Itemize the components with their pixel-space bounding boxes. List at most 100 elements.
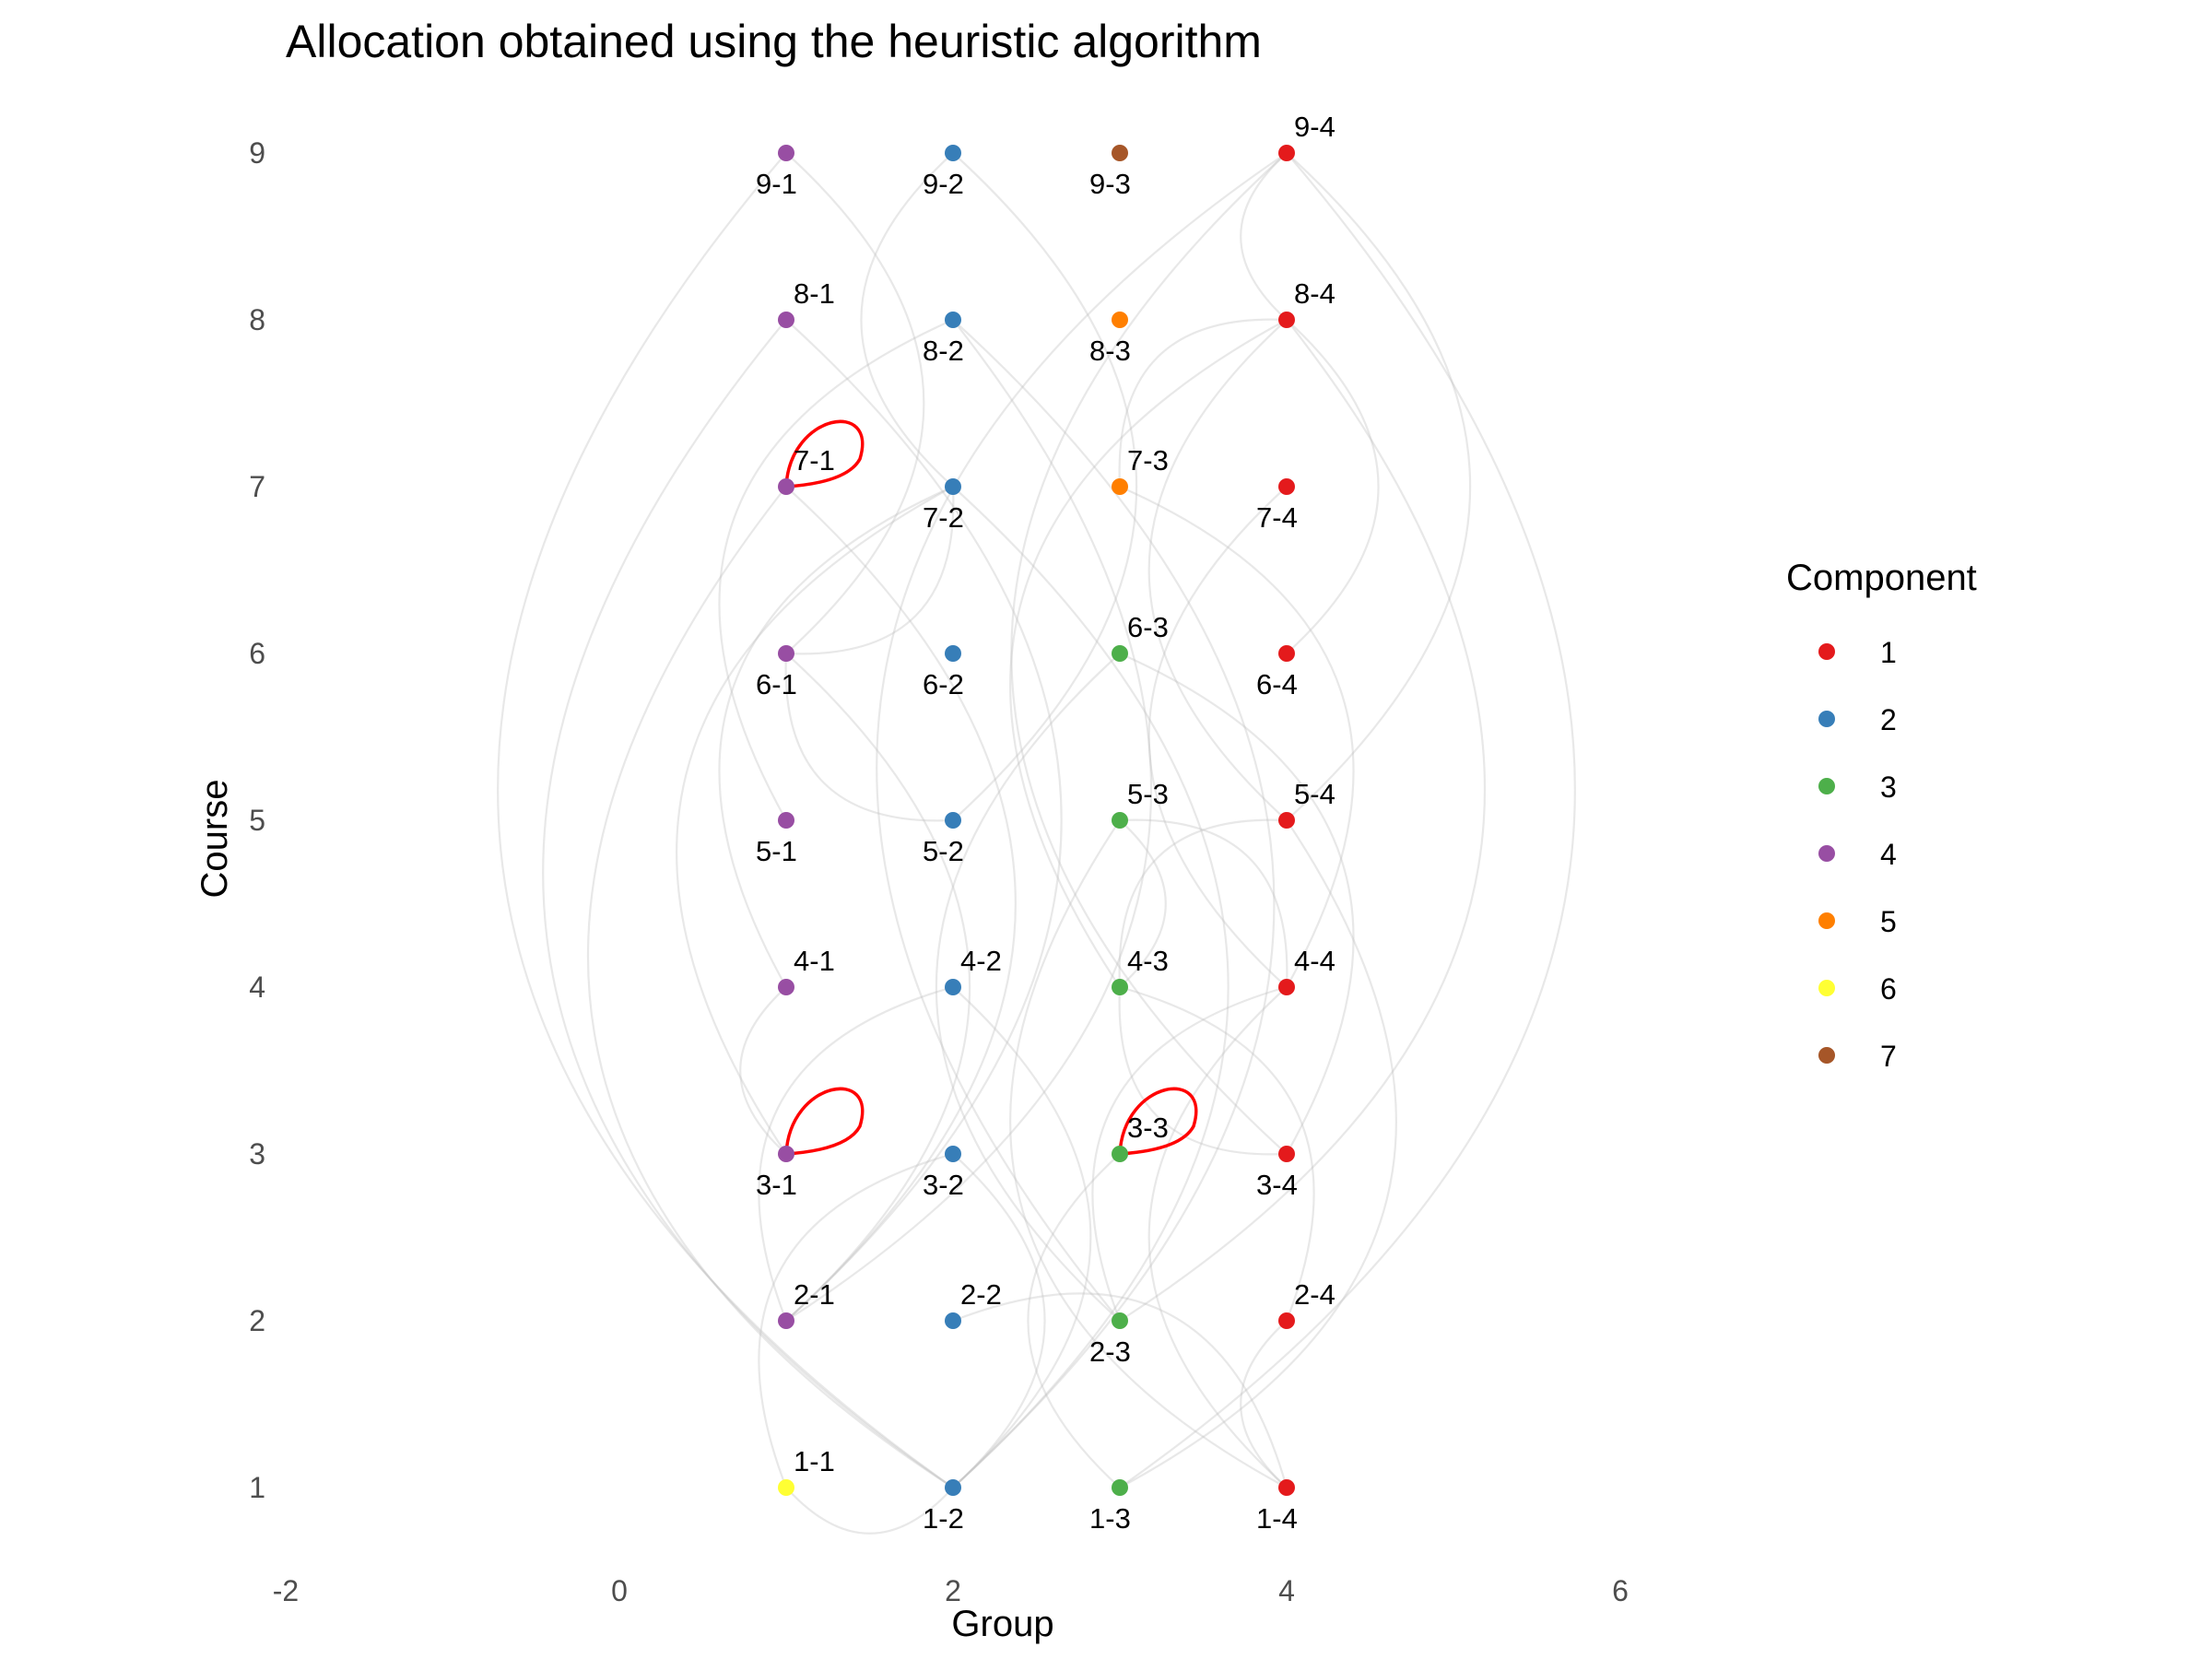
- y-tick-label: 4: [249, 971, 265, 1004]
- edge-6-1-2-1: [785, 653, 971, 1322]
- y-tick-label: 9: [249, 136, 265, 170]
- y-tick-label: 1: [249, 1471, 265, 1504]
- y-tick-label: 3: [249, 1137, 265, 1171]
- node-label-9-2: 9-2: [923, 168, 964, 200]
- legend-key-4: [1818, 845, 1835, 862]
- node-6-4: [1278, 645, 1295, 662]
- node-2-2: [945, 1312, 961, 1329]
- edge-6-3-2-3: [935, 653, 1121, 1322]
- edge-3-2-1-1: [758, 1152, 954, 1488]
- node-3-1: [778, 1146, 794, 1162]
- node-label-1-1: 1-1: [794, 1445, 835, 1477]
- node-label-7-2: 7-2: [923, 501, 964, 534]
- legend: Component 1 2 3 4 5 6 7: [1786, 558, 1977, 1073]
- edge-8-4-5-4: [1147, 319, 1288, 821]
- node-2-3: [1112, 1312, 1128, 1329]
- edge-7-2-1-2: [952, 486, 1230, 1488]
- x-axis-ticks: -2 0 2 4 6: [273, 1574, 1629, 1607]
- edge-6-3-3-4: [1119, 652, 1355, 1155]
- node-layer: [778, 145, 1295, 1496]
- edge-4-4-1-4: [1147, 986, 1288, 1488]
- legend-key-3: [1818, 778, 1835, 794]
- edge-8-2-2-1: [785, 319, 1152, 1322]
- legend-label-5: 5: [1880, 905, 1897, 938]
- node-1-4: [1278, 1479, 1295, 1496]
- node-label-1-2: 1-2: [923, 1502, 964, 1535]
- edge-5-3-4-3: [1119, 819, 1167, 988]
- node-6-2: [945, 645, 961, 662]
- edge-7-4-4-4: [1147, 486, 1288, 988]
- node-9-1: [778, 145, 794, 161]
- edge-7-2-3-1: [676, 486, 954, 1155]
- node-9-2: [945, 145, 961, 161]
- node-label-2-4: 2-4: [1294, 1278, 1335, 1311]
- edge-8-1-1-2: [542, 319, 954, 1488]
- node-5-1: [778, 812, 794, 829]
- y-tick-label: 7: [249, 470, 265, 503]
- edge-9-2-5-2: [952, 152, 1137, 821]
- edge-7-1-1-2: [587, 486, 954, 1488]
- edge-layer: [497, 152, 1576, 1535]
- edge-4-2-1-2: [952, 986, 1092, 1488]
- edge-8-2-5-1: [718, 318, 954, 821]
- node-label-9-4: 9-4: [1294, 111, 1335, 143]
- x-tick-label: 4: [1278, 1574, 1295, 1607]
- node-2-1: [778, 1312, 794, 1329]
- edge-7-2-4-1: [718, 485, 954, 988]
- node-8-2: [945, 312, 961, 328]
- edge-8-2-1-2: [952, 319, 1276, 1488]
- node-label-8-1: 8-1: [794, 277, 835, 310]
- node-5-2: [945, 812, 961, 829]
- edge-9-4-8-4: [1240, 152, 1288, 321]
- self-loop-7-1: [784, 419, 865, 488]
- node-8-3: [1112, 312, 1128, 328]
- node-6-3: [1112, 645, 1128, 662]
- edge-4-3-2-4: [1119, 985, 1315, 1322]
- edge-7-2-6-1: [785, 486, 955, 655]
- x-tick-label: -2: [273, 1574, 299, 1607]
- edge-7-1-2-1: [785, 486, 1017, 1322]
- node-label-4-3: 4-3: [1127, 945, 1169, 977]
- legend-key-7: [1818, 1047, 1835, 1064]
- node-label-5-2: 5-2: [923, 835, 964, 867]
- node-label-5-4: 5-4: [1294, 778, 1335, 810]
- legend-title: Component: [1786, 558, 1977, 598]
- node-label-2-2: 2-2: [960, 1278, 1002, 1311]
- self-loop-3-1: [784, 1087, 865, 1156]
- x-axis-title: Group: [951, 1604, 1053, 1644]
- node-label-1-4: 1-4: [1256, 1502, 1298, 1535]
- edge-8-4-6-4: [1286, 319, 1380, 654]
- node-label-7-3: 7-3: [1127, 444, 1169, 477]
- node-9-3: [1112, 145, 1128, 161]
- node-6-1: [778, 645, 794, 662]
- node-label-4-4: 4-4: [1294, 945, 1335, 977]
- node-label-8-3: 8-3: [1089, 335, 1131, 367]
- node-label-6-3: 6-3: [1127, 611, 1169, 643]
- edge-1-1-1-2: [785, 1487, 954, 1535]
- node-label-1-3: 1-3: [1089, 1502, 1131, 1535]
- edge-3-3-1-3: [1027, 1153, 1121, 1488]
- edge-5-3-1-4: [1009, 819, 1288, 1488]
- x-tick-label: 0: [611, 1574, 628, 1607]
- node-label-8-4: 8-4: [1294, 277, 1335, 310]
- edge-4-3-3-4: [1118, 986, 1288, 1156]
- y-tick-label: 6: [249, 637, 265, 670]
- legend-key-6: [1818, 980, 1835, 996]
- edge-5-4-4-3: [1118, 818, 1288, 988]
- edge-8-4-7-3: [1118, 318, 1288, 488]
- node-8-4: [1278, 312, 1295, 328]
- node-2-4: [1278, 1312, 1295, 1329]
- legend-key-1: [1818, 643, 1835, 660]
- edge-3-2-1-2: [952, 1153, 1046, 1488]
- edge-9-4-5-4: [1286, 152, 1471, 821]
- node-label-5-3: 5-3: [1127, 778, 1169, 810]
- node-7-2: [945, 478, 961, 495]
- node-7-1: [778, 478, 794, 495]
- legend-label-4: 4: [1880, 838, 1897, 871]
- node-4-3: [1112, 979, 1128, 995]
- node-label-3-3: 3-3: [1127, 1112, 1169, 1144]
- node-7-3: [1112, 478, 1128, 495]
- y-axis-title: Course: [194, 780, 235, 899]
- node-7-4: [1278, 478, 1295, 495]
- edge-2-4-1-4: [1240, 1320, 1288, 1488]
